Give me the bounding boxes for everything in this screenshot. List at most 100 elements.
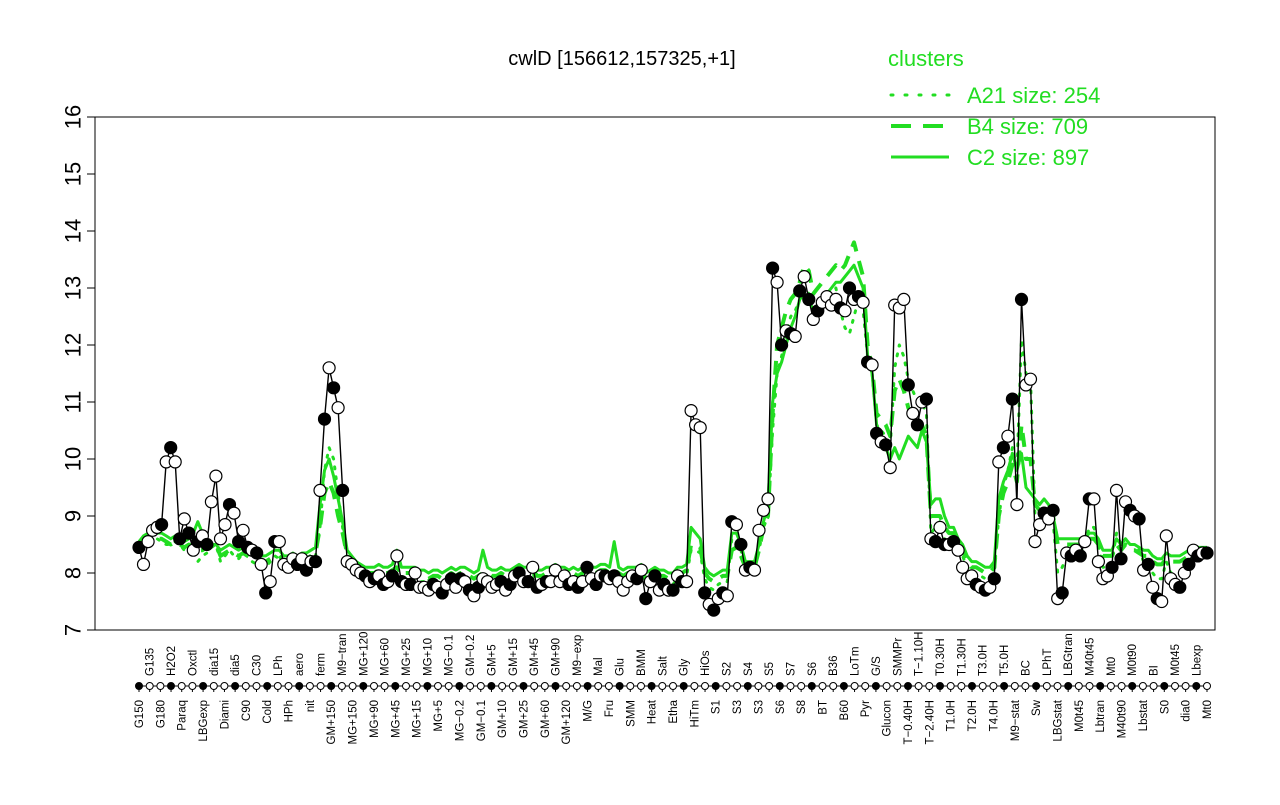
data-point: [236, 523, 250, 537]
x-rug-point: [423, 682, 432, 690]
x-tick-label: M9−stat: [1010, 699, 1022, 741]
legend-title: clusters: [888, 46, 964, 71]
x-rug-point: [273, 682, 282, 690]
x-rug-point: [1064, 682, 1073, 690]
data-point: [308, 554, 323, 569]
x-rug-point: [679, 682, 688, 690]
x-rug-point: [1192, 682, 1201, 690]
x-rug-point: [818, 682, 827, 690]
x-tick-label: M40t45: [1085, 638, 1097, 676]
x-rug-point: [444, 682, 453, 690]
data-point: [1001, 429, 1015, 443]
x-tick-label: MG+10: [422, 638, 434, 676]
x-rug-point: [305, 682, 314, 690]
data-point: [906, 406, 920, 420]
y-tick-label: 13: [61, 276, 86, 300]
x-tick-label: LPh: [273, 656, 285, 676]
x-rug-point: [807, 682, 816, 690]
x-tick-label: BT: [818, 700, 830, 715]
x-rug-point: [786, 682, 795, 690]
x-tick-label: GM+10: [497, 700, 509, 738]
x-rug-point: [1032, 682, 1041, 690]
data-point: [897, 292, 911, 306]
x-tick-label: GM+15: [508, 638, 520, 676]
data-point: [992, 455, 1006, 469]
x-rug-point: [551, 682, 560, 690]
data-point: [788, 329, 802, 343]
x-rug-point: [167, 682, 175, 690]
x-tick-label: LPhT: [1042, 649, 1054, 677]
data-point: [1173, 580, 1187, 594]
data-point: [951, 543, 965, 557]
data-point: [317, 412, 332, 426]
x-tick-label: G/S: [871, 656, 883, 676]
x-tick-label: LBGtran: [1063, 633, 1075, 676]
x-tick-label: dia15: [209, 648, 221, 676]
legend-label: B4 size: 709: [967, 114, 1088, 139]
x-tick-label: S0: [1159, 700, 1171, 714]
data-point: [259, 586, 273, 600]
x-tick-label: Mt0: [1202, 700, 1214, 719]
x-tick-label: M9−tran: [337, 633, 349, 676]
x-rug-point: [968, 682, 976, 690]
x-tick-label: S2: [721, 662, 733, 676]
x-rug-point: [220, 682, 229, 690]
data-point: [1155, 594, 1169, 609]
data-point: [729, 517, 744, 532]
x-tick-label: MG+150: [348, 700, 360, 744]
x-rug-point: [252, 682, 261, 690]
x-tick-label: M0t90: [1127, 644, 1139, 676]
x-tick-label: B36: [828, 656, 840, 676]
data-point: [155, 517, 169, 532]
data-point: [879, 438, 893, 452]
x-rug-point: [658, 682, 667, 690]
data-point: [1010, 498, 1024, 512]
plot-frame: [94, 116, 1216, 631]
x-tick-label: S3: [753, 700, 765, 714]
x-tick-label: MG+120: [358, 632, 370, 676]
data-point: [987, 572, 1001, 586]
x-tick-label: Oxctl: [187, 650, 199, 676]
x-rug-point: [743, 682, 752, 690]
data-point: [1109, 483, 1124, 497]
x-rug-point: [231, 682, 240, 690]
data-point: [1014, 292, 1029, 306]
data-point: [390, 549, 404, 563]
x-rug-point: [241, 682, 250, 690]
data-point: [209, 469, 223, 483]
x-rug-point: [562, 682, 571, 690]
x-rug-point: [498, 682, 507, 690]
x-tick-label: Paraq: [177, 700, 189, 731]
x-rug-point: [199, 682, 208, 690]
data-point: [1078, 534, 1092, 549]
data-point: [865, 358, 879, 372]
x-tick-label: dia0: [1181, 700, 1193, 722]
series-line-dotted: [137, 286, 1209, 592]
series-line-solid: [137, 263, 1207, 578]
data-point: [322, 361, 336, 375]
x-rug-point: [733, 682, 742, 690]
x-rug-point: [1042, 682, 1051, 690]
data-point: [1200, 546, 1214, 560]
x-rug-point: [669, 682, 677, 690]
points-layer: [132, 261, 1214, 617]
data-point: [996, 441, 1011, 455]
data-point: [313, 483, 327, 497]
x-rug-point: [647, 682, 656, 690]
x-rug-point: [637, 682, 645, 690]
x-rug-point: [604, 682, 613, 690]
x-rug-point: [936, 682, 944, 690]
x-rug-point: [188, 682, 197, 690]
x-tick-label: T2.0H: [967, 700, 979, 731]
data-point: [327, 381, 341, 395]
x-tick-label: S5: [764, 662, 776, 676]
data-point: [141, 534, 155, 549]
data-point: [734, 537, 748, 552]
x-tick-label: GM+25: [518, 700, 530, 738]
x-tick-label: Glucon: [882, 700, 894, 736]
data-point: [1005, 392, 1020, 406]
data-point: [177, 512, 191, 526]
x-tick-label: S7: [785, 662, 797, 676]
x-tick-label: LBGstat: [1052, 699, 1064, 741]
